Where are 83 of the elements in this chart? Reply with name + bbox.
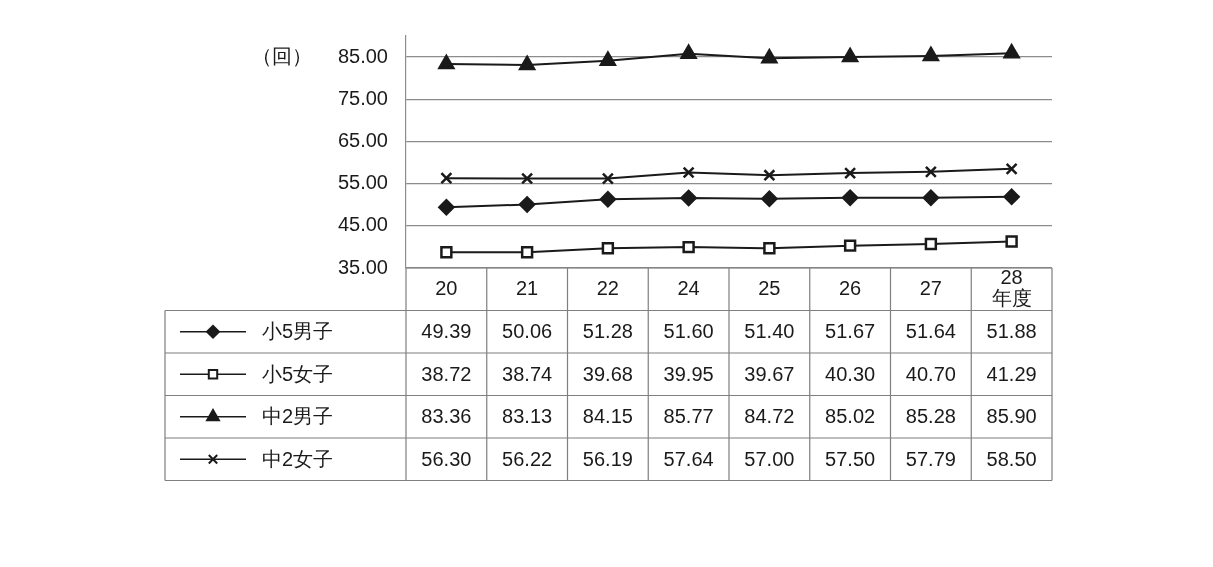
- point: [1003, 188, 1020, 206]
- point: [843, 166, 857, 180]
- point: [841, 189, 859, 206]
- point: [841, 47, 859, 63]
- point: [440, 171, 453, 185]
- data-label: 85.02: [825, 405, 876, 428]
- data-label: 85.77: [663, 405, 714, 428]
- x-tick-label: 24: [677, 276, 700, 299]
- point: [1005, 235, 1018, 248]
- data-label: 57.50: [825, 447, 876, 470]
- data-label: 51.67: [825, 320, 876, 343]
- point: [518, 55, 536, 71]
- y-tick-label: 65.00: [337, 128, 388, 151]
- point: [843, 239, 857, 252]
- point: [599, 191, 617, 208]
- data-label: 56.22: [502, 447, 553, 470]
- point: [761, 190, 778, 208]
- legend-label: 小5女子: [262, 362, 334, 385]
- point: [1005, 162, 1018, 176]
- point: [924, 237, 938, 251]
- point: [438, 54, 455, 70]
- point: [518, 196, 536, 213]
- x-tick-label: 21: [516, 276, 539, 299]
- data-label: 57.64: [663, 447, 714, 470]
- data-label: 83.13: [502, 405, 553, 428]
- point: [440, 246, 453, 259]
- data-label: 84.15: [582, 405, 633, 428]
- point: [922, 46, 940, 62]
- point: [682, 166, 695, 179]
- data-label: 39.67: [744, 362, 795, 385]
- data-label: 38.72: [421, 362, 472, 385]
- data-label: 85.90: [986, 405, 1037, 428]
- x-tick-label: 22: [596, 276, 619, 299]
- data-label: 51.40: [744, 320, 795, 343]
- x-tick-label: 28 年度: [991, 266, 1032, 310]
- legend-label: 中2女子: [262, 447, 334, 470]
- y-tick-label: 45.00: [337, 213, 388, 236]
- data-label: 50.06: [502, 320, 553, 343]
- legend-label: 中2男子: [262, 405, 334, 428]
- data-label: 51.64: [905, 320, 956, 343]
- point: [680, 189, 697, 207]
- data-label: 56.30: [421, 447, 472, 470]
- x-tick-label: 27: [919, 276, 942, 299]
- data-label: 57.79: [905, 447, 956, 470]
- data-label: 49.39: [421, 320, 472, 343]
- point: [599, 51, 617, 66]
- data-label: 39.95: [663, 362, 714, 385]
- data-label: 84.72: [744, 405, 795, 428]
- point: [763, 169, 776, 182]
- x-tick-label: 20: [435, 276, 458, 299]
- data-label: 41.29: [986, 362, 1037, 385]
- y-axis-title: （回）: [252, 44, 312, 67]
- point: [924, 165, 938, 179]
- point: [1003, 44, 1020, 59]
- data-label: 57.00: [744, 447, 795, 470]
- x-tick-label: 25: [758, 276, 781, 299]
- data-label: 56.19: [582, 447, 633, 470]
- point: [761, 49, 778, 64]
- data-label: 51.28: [582, 320, 633, 343]
- y-tick-label: 55.00: [337, 171, 388, 194]
- data-label: 38.74: [502, 362, 553, 385]
- point: [520, 246, 534, 259]
- data-label: 39.68: [582, 362, 633, 385]
- data-label: 40.30: [825, 362, 876, 385]
- y-tick-label: 75.00: [337, 86, 388, 109]
- point: [601, 242, 615, 255]
- point: [520, 172, 534, 185]
- data-label: 40.70: [905, 362, 956, 385]
- point: [922, 189, 940, 207]
- data-label: 58.50: [986, 447, 1037, 470]
- y-tick-label: 35.00: [337, 255, 388, 278]
- data-label: 85.28: [905, 405, 956, 428]
- data-label: 51.88: [986, 320, 1037, 343]
- point: [601, 172, 615, 185]
- data-label: 51.60: [663, 320, 714, 343]
- legend-label: 小5男子: [262, 320, 334, 343]
- y-tick-label: 85.00: [337, 44, 388, 67]
- point: [680, 44, 697, 60]
- point: [763, 242, 776, 255]
- point: [682, 240, 695, 254]
- point: [438, 199, 455, 216]
- data-label: 83.36: [421, 405, 472, 428]
- x-tick-label: 26: [839, 276, 862, 299]
